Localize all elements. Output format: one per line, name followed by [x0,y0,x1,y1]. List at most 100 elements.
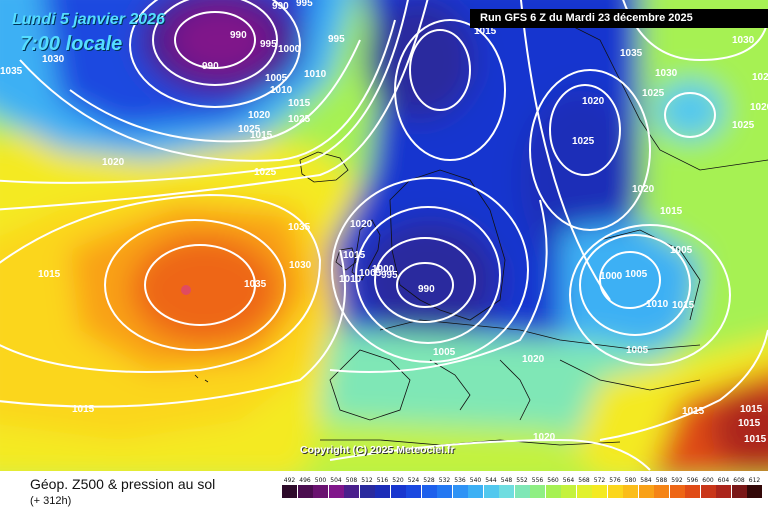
copyright-notice: Copyright (C) 2025 Meteociel.fr [300,444,455,456]
isobar-label: 1035 [0,66,23,77]
isobar-label: 1010 [646,299,669,310]
isobar-label: 1025 [254,167,277,178]
scale-tick-label: 604 [717,477,730,484]
isobar-label: 1020 [350,219,373,230]
scale-swatch [452,485,468,498]
scale-swatch [499,485,514,498]
scale-swatch [576,485,592,498]
map-area: 990 995 990 995 1000 995 990 1030 1035 1… [0,0,768,471]
isobar-label: 1015 [672,300,695,311]
isobar-label: 995 [296,0,313,9]
isobar-label: 1025 [288,114,311,125]
isobar-label: 1020 [632,184,655,195]
isobar-label: 1005 [433,347,456,358]
isobar-label: 1000 [372,264,395,275]
isobar-label: 1020 [582,96,605,107]
isobar-label: 995 [260,39,277,50]
scale-tick-label: 548 [500,477,513,484]
scale-tick-label: 600 [702,477,714,484]
scale-tick-label: 568 [578,477,590,484]
isobar-label: 1015 [738,418,761,429]
scale-swatch [654,485,669,498]
isobar-label: 1030 [655,68,678,79]
scale-tick-label: 536 [454,477,466,484]
scale-tick-label: 560 [547,477,559,484]
isobar-label: 1005 [359,268,382,279]
isobar-label: 990 [418,284,435,295]
isobar-label: 990 [230,30,247,41]
scale-tick-label: 552 [516,477,528,484]
scale-tick-label: 564 [562,477,575,484]
forecast-lead-time: (+ 312h) [30,495,72,507]
scale-swatch [669,485,685,498]
isobar-label: 1015 [682,406,705,417]
isobar-label: 990 [272,1,289,12]
isobar-label: 1015 [744,434,767,445]
isobar-label: 1000 [278,44,301,55]
color-scale: 492 496 500 504 508 512 516 520 524 528 532 536 540 5… [282,477,762,507]
isobar-label: 1020 [750,102,768,113]
forecast-date: Lundi 5 janvier 2026 [12,11,165,28]
isobar-label: 1005 [265,73,288,84]
scale-swatch [359,485,375,498]
scale-swatch [282,485,297,498]
scale-swatch [437,485,452,498]
isobar-label: 1015 [288,98,311,109]
scale-tick-label: 528 [423,477,435,484]
scale-tick-label: 540 [469,477,482,484]
scale-swatch [638,485,654,498]
scale-swatch [344,485,359,498]
scale-tick-label: 596 [686,477,699,484]
isobar-label: 1020 [102,157,125,168]
scale-tick-label: 572 [593,477,606,484]
scale-swatch [592,485,607,498]
scale-swatch [421,485,437,498]
scale-swatch [623,485,638,498]
scale-swatch [406,485,421,498]
isobar-label: 1020 [248,110,271,121]
isobar-label: 1025 [732,120,755,131]
scale-tick-label: 512 [361,477,373,484]
isobar-label: 1035 [244,279,267,290]
isobar-label: 1015 [250,130,273,141]
isobar-label: 1015 [660,206,683,217]
scale-tick-label: 556 [531,477,544,484]
scale-swatch [530,485,545,498]
scale-tick-label: 588 [655,477,668,484]
isobar-label: 1025 [238,124,261,135]
isobar-label: 1035 [288,222,311,233]
model-run-label: Run GFS 6 Z du Mardi 23 décembre 2025 [470,9,768,28]
scale-swatch [607,485,623,498]
isobar-label: 995 [381,270,398,281]
scale-swatch [390,485,406,498]
scale-swatch [313,485,328,498]
isobar-label: 1025 [642,88,665,99]
geopotential-field [0,0,768,471]
scale-tick-label: 520 [392,477,404,484]
scale-tick-label: 576 [609,477,621,484]
scale-tick-label: 516 [376,477,389,484]
scale-swatch [328,485,344,498]
isobar-label: 1015 [72,404,95,415]
isobar-label: 1030 [289,260,312,271]
scale-swatch [716,485,731,498]
isobar-label: 1025 [572,136,595,147]
isobar-label: 1035 [620,48,643,59]
scale-tick-label: 504 [330,477,342,484]
isobar-label: 1010 [304,69,327,80]
scale-tick-label: 532 [438,477,451,484]
scale-tick-label: 544 [485,477,497,484]
isobar-label: 1005 [670,245,693,256]
scale-tick-label: 608 [733,477,745,484]
scale-tick-label: 612 [748,477,761,484]
scale-swatch [685,485,700,498]
scale-tick-label: 508 [345,477,358,484]
isobar-label: 1005 [625,269,648,280]
scale-tick-label: 580 [624,477,637,484]
isobar-labels: 990 995 990 995 1000 995 990 1030 1035 1… [0,0,768,445]
isobar-label: 1000 [600,271,623,282]
isobar-label: 1010 [270,85,293,96]
isobar-label: 990 [202,61,219,72]
scale-swatch [483,485,499,498]
isobar-label: 1025 [752,72,768,83]
